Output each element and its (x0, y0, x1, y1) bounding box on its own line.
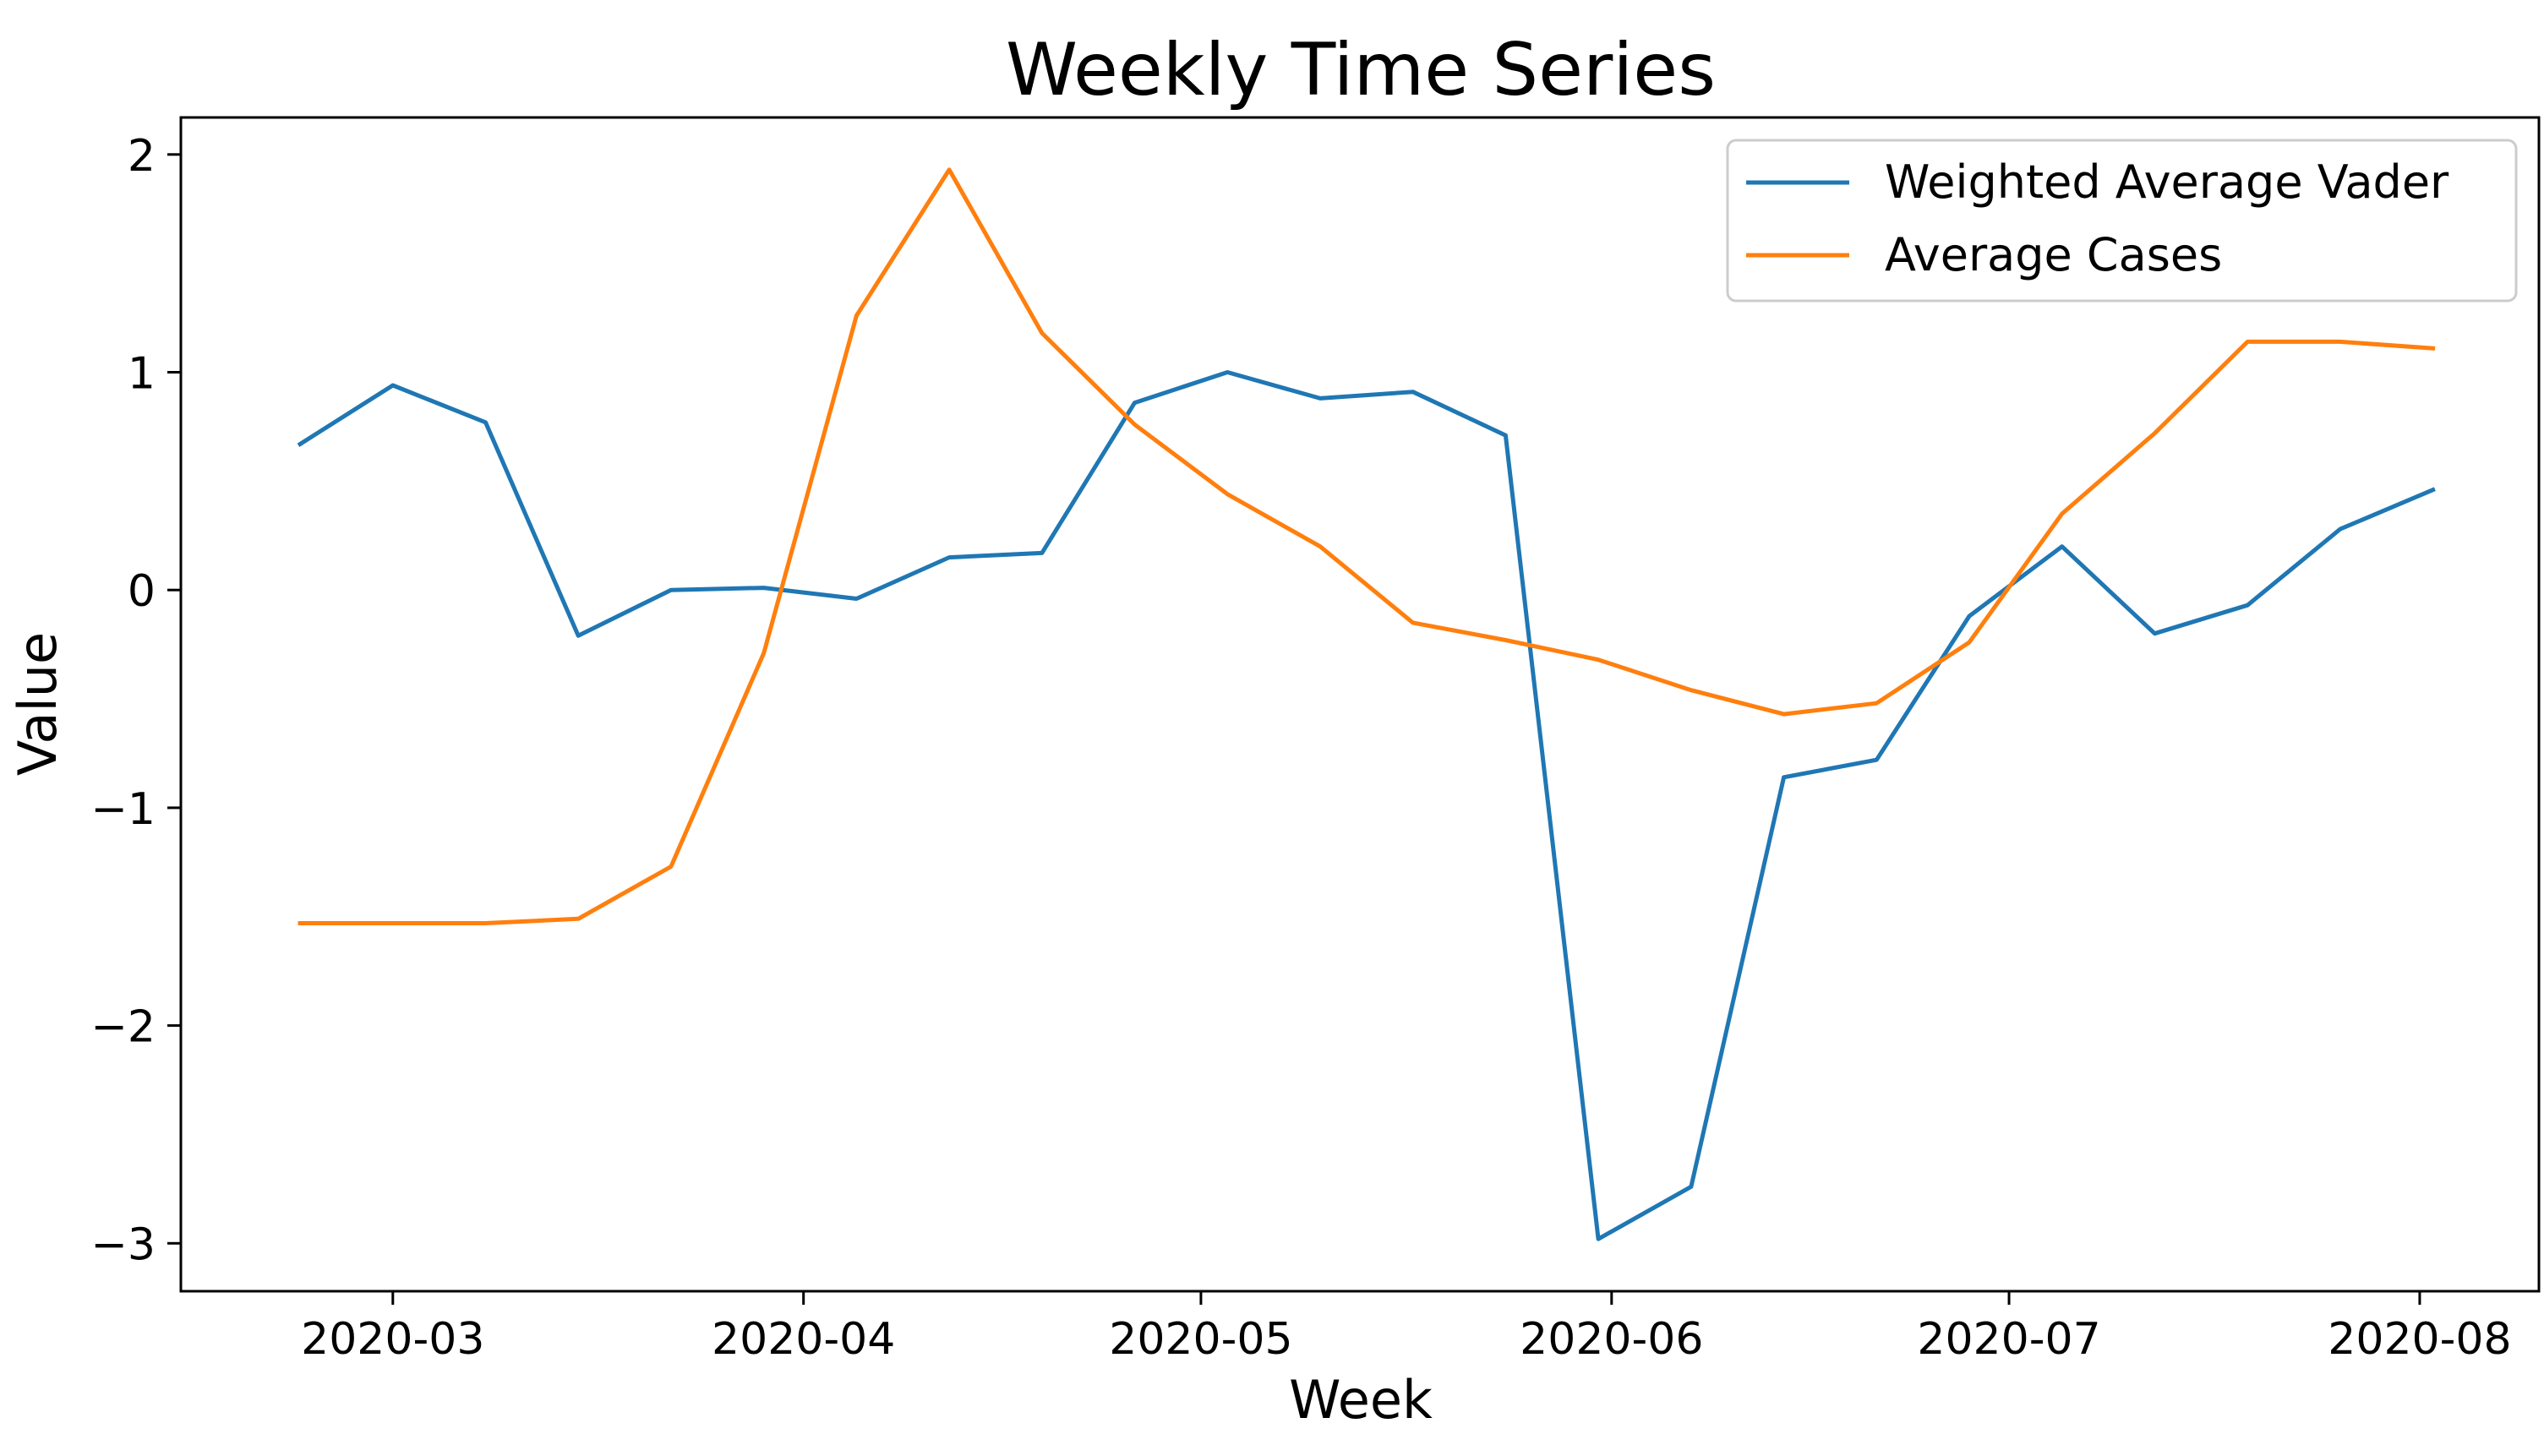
y-tick-label: 0 (128, 566, 156, 617)
legend: Weighted Average Vader Average Cases (1726, 139, 2518, 303)
x-axis-label: Week (1289, 1369, 1433, 1431)
x-tick-label: 2020-07 (1917, 1314, 2100, 1365)
series-lines (297, 167, 2436, 1241)
series-line-average-cases (298, 167, 2436, 925)
legend-box (1726, 139, 2518, 303)
x-axis-ticks: 2020-03 2020-04 2020-05 2020-06 2020-07 2020-… (301, 1291, 2512, 1365)
y-axis-ticks: 2 1 0 −1 −2 −3 (90, 131, 181, 1270)
y-tick-label: −2 (90, 1002, 156, 1053)
plot-frame (179, 116, 2541, 1293)
y-tick-label: −3 (90, 1219, 156, 1270)
y-tick-label: −1 (90, 784, 156, 835)
legend-label-average-cases: Average Cases (1885, 228, 2222, 281)
y-tick-label: 1 (128, 349, 156, 400)
x-tick-label: 2020-08 (2328, 1314, 2511, 1365)
x-tick-label: 2020-05 (1109, 1314, 1292, 1365)
x-tick-label: 2020-04 (712, 1314, 895, 1365)
y-axis-label: Value (7, 632, 68, 776)
y-tick-label: 2 (128, 131, 156, 182)
plot-area (179, 116, 2541, 1293)
x-tick-label: 2020-06 (1520, 1314, 1703, 1365)
x-tick-label: 2020-03 (301, 1314, 484, 1365)
series-line-weighted-average-vader (297, 370, 2436, 1241)
chart-title: Weekly Time Series (1006, 28, 1716, 112)
legend-label-weighted-average-vader: Weighted Average Vader (1885, 155, 2449, 209)
